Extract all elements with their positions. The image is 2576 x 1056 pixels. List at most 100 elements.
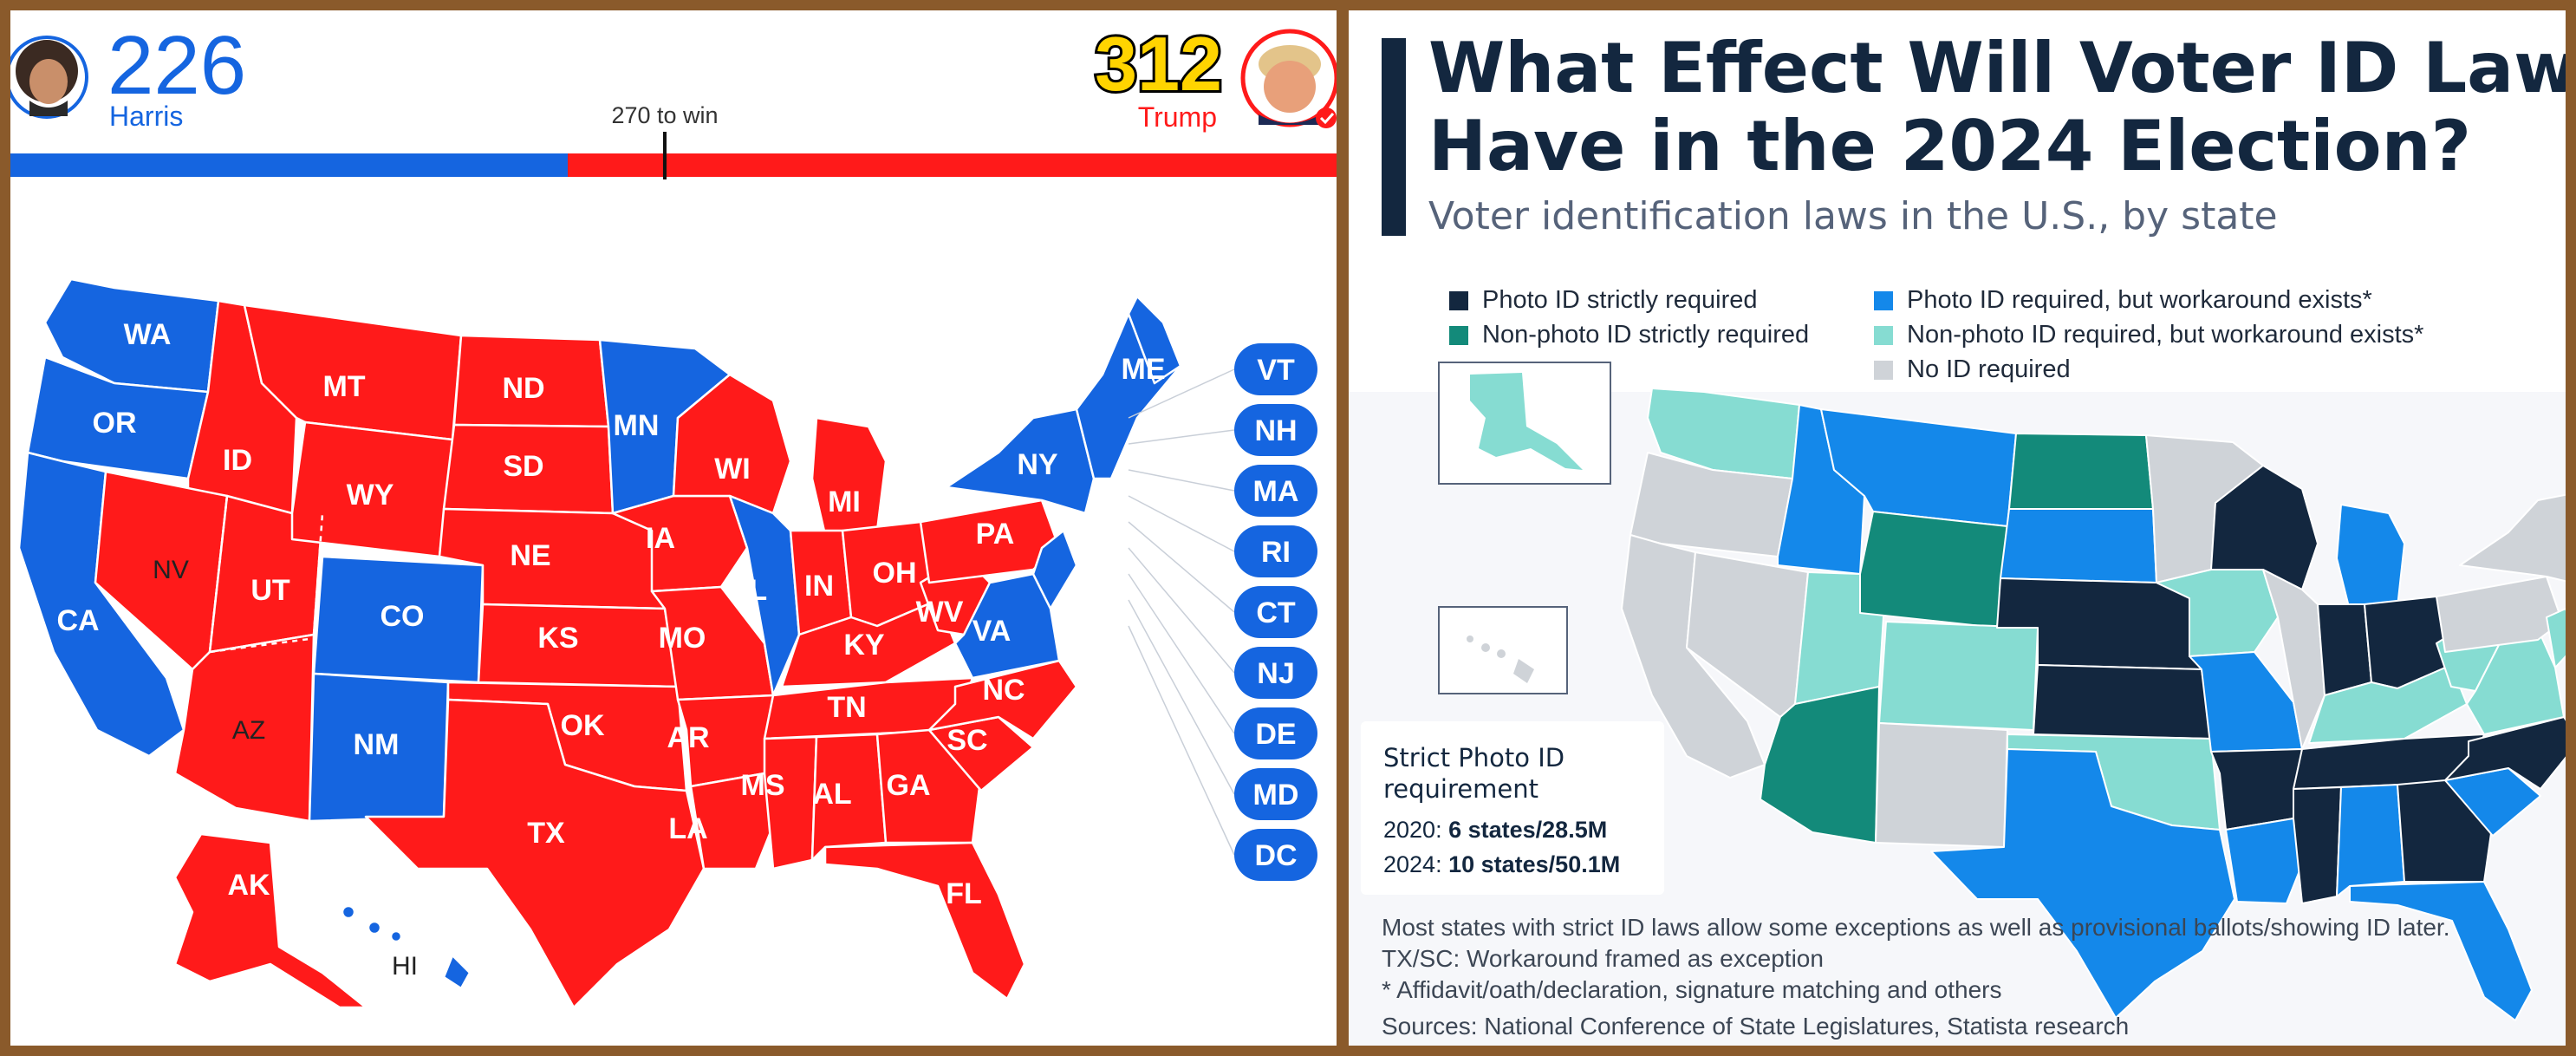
state-nc (927, 659, 1078, 740)
legend-label: Non-photo ID required, but workaround ex… (1907, 321, 2424, 349)
legend-swatch (1449, 290, 1468, 310)
box-value: 10 states/50.1M (1448, 851, 1621, 877)
box-value: 6 states/28.5M (1448, 817, 1608, 843)
state-label-mi: MI (828, 486, 861, 518)
voter-id-us-map (1438, 362, 2566, 1021)
state-label-ok: OK (561, 709, 605, 742)
legend-item-photo-workaround: Photo ID required, but workaround exists… (1874, 286, 2372, 315)
state-pill-label-dc: DC (1254, 839, 1297, 872)
state-pill-label-md: MD (1253, 779, 1299, 812)
state-label-id: ID (223, 444, 252, 477)
box-year: 2020: (1383, 817, 1442, 843)
harris-bar (10, 153, 568, 177)
state-va (2466, 634, 2565, 735)
trump-avatar (1240, 29, 1337, 128)
state-pill-label-vt: VT (1257, 354, 1295, 387)
state-label-pa: PA (976, 518, 1015, 551)
state-label-nd: ND (502, 372, 544, 405)
state-label-al: AL (812, 778, 851, 811)
state-pill-label-de: DE (1255, 718, 1296, 751)
state-label-fl: FL (946, 877, 982, 910)
state-pill-label-nj: NJ (1257, 657, 1294, 690)
state-ms (2293, 786, 2342, 904)
state-label-ne: NE (510, 539, 550, 572)
state-pill-ct[interactable] (1234, 586, 1317, 638)
note-1: Most states with strict ID laws allow so… (1382, 914, 2450, 941)
state-pill-md[interactable] (1234, 768, 1317, 820)
state-pill-ri[interactable] (1234, 525, 1317, 577)
trump-name: Trump (1138, 101, 1217, 133)
state-mi (2336, 504, 2405, 611)
state-label-nc: NC (982, 674, 1025, 707)
state-label-in: IN (804, 570, 834, 603)
check-icon (1316, 108, 1337, 128)
leader-line (1128, 547, 1235, 674)
leader-line (1128, 521, 1235, 613)
title-area (1349, 10, 2566, 271)
leader-line (1128, 573, 1235, 734)
legend-swatch (1449, 325, 1468, 345)
state-pill-de[interactable] (1234, 707, 1317, 759)
state-pill-dc[interactable] (1234, 829, 1317, 881)
legend-label: Photo ID strictly required (1482, 286, 1758, 314)
leader-line (1128, 469, 1235, 492)
state-label-or: OR (93, 407, 137, 440)
state-ms (763, 735, 818, 870)
leader-line (1128, 429, 1235, 445)
state-pill-ma[interactable] (1234, 465, 1317, 517)
leader-line (1128, 625, 1235, 856)
legend-item-nonphoto-strict: Non-photo ID strictly required (1449, 321, 1809, 349)
state-ar (2210, 748, 2303, 831)
state-nj-md-de (1031, 529, 1078, 610)
legend-swatch (1874, 360, 1893, 380)
state-label-ia: IA (646, 522, 675, 555)
state-pill-label-nh: NH (1254, 414, 1297, 447)
state-wy (290, 420, 454, 558)
state-pill-vt[interactable] (1234, 343, 1317, 395)
state-wi (672, 373, 792, 515)
state-ks (2033, 664, 2212, 740)
state-tx (364, 698, 706, 1009)
box-title-line-2: requirement (1383, 774, 1538, 804)
state-label-nm: NM (354, 728, 400, 761)
state-label-ky: KY (843, 629, 885, 662)
electoral-us-map: WA OR CA ID NV UT AZ MT WY CO NM ND SD NE KS OK TX MN IA MO… (17, 277, 1317, 1009)
state-nm (1875, 722, 2008, 848)
state-de-md (2546, 608, 2566, 668)
state-label-sd: SD (503, 450, 543, 483)
state-al (810, 733, 888, 862)
state-label-mn: MN (614, 409, 660, 442)
state-pill-nj[interactable] (1234, 647, 1317, 699)
state-label-wy: WY (347, 479, 394, 512)
state-pill-nh[interactable] (1234, 404, 1317, 456)
state-label-va: VA (973, 615, 1012, 648)
state-nc (2444, 716, 2566, 790)
state-fl (823, 841, 1026, 1001)
state-label-ar: AR (667, 721, 709, 754)
box-row-2020: 2020: 6 states/28.5M (1383, 817, 1607, 844)
state-il (728, 494, 801, 697)
legend-label: Non-photo ID strictly required (1482, 321, 1810, 349)
state-label-sc: SC (946, 724, 987, 757)
state-ak (173, 832, 368, 1009)
state-label-ca: CA (56, 604, 99, 637)
state-il (2262, 569, 2326, 750)
chart-title: What Effect Will Voter ID Laws Have in t… (1428, 29, 2566, 186)
legend-label: Photo ID required, but workaround exists… (1907, 286, 2372, 314)
state-ny (2459, 493, 2566, 583)
state-al (2336, 784, 2405, 897)
state-wi (2210, 465, 2319, 590)
state-label-hi: HI (392, 952, 418, 981)
state-wy (1859, 511, 2008, 629)
electoral-header: 226 Harris 312 Trump 270 to win (10, 18, 1337, 179)
legend-label: No ID required (1907, 355, 2071, 383)
state-labels: WA OR CA ID NV UT AZ MT WY CO NM ND SD NE KS OK TX MN IA MO… (56, 318, 1165, 981)
note-2: TX/SC: Workaround framed as exception (1382, 945, 1824, 972)
leader-line (1128, 368, 1235, 419)
state-label-me: ME (1122, 353, 1166, 386)
state-label-nv: NV (153, 556, 189, 584)
state-label-ga: GA (887, 769, 931, 802)
to-win-label: 270 to win (611, 102, 718, 128)
harris-votes: 226 (107, 19, 246, 112)
title-accent-bar (1382, 38, 1406, 236)
